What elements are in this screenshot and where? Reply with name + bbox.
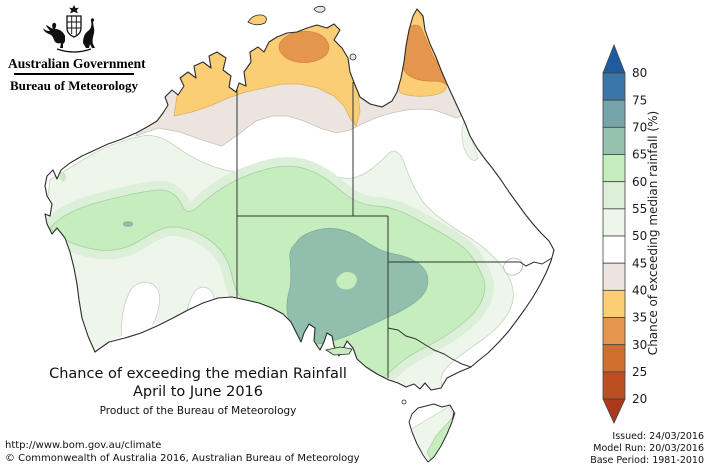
model-run-date: Model Run: 20/03/2016 [593, 443, 704, 454]
scale-label-65: 65 [632, 148, 647, 162]
border-nsw-vic [387, 327, 472, 368]
island-tiwi [247, 14, 267, 26]
island-top-centre [313, 5, 326, 13]
island-king [401, 399, 407, 405]
footer-copyright: © Commonwealth of Australia 2016, Austra… [5, 452, 360, 464]
footer-url: http://www.bom.gov.au/climate [5, 440, 162, 451]
scale-segment-70-75 [602, 99, 626, 128]
scale-segment-35-40 [602, 289, 626, 318]
scale-segment-55-60 [602, 181, 626, 210]
scale-segment-75-80 [602, 72, 626, 101]
contour-band-65-70-speck-wa [122, 221, 134, 227]
map-title-block: Chance of exceeding the median Rainfall … [20, 365, 376, 418]
scale-label-60: 60 [632, 175, 647, 189]
logo-divider [14, 73, 134, 75]
scale-segment-40-45 [602, 262, 626, 291]
scale-label-40: 40 [632, 284, 647, 298]
map-title-line2: April to June 2016 [132, 384, 263, 400]
bom-logo: Australian Government Bureau of Meteorol… [8, 2, 146, 93]
issue-info-block: Issued: 24/03/2016 Model Run: 20/03/2016… [590, 431, 704, 467]
contour-band-65-70-region [286, 228, 429, 345]
scale-label-20: 20 [632, 392, 647, 406]
coastline-tasmania [408, 403, 455, 463]
scale-segment-65-70 [602, 126, 626, 155]
border-qld-nsw [388, 257, 553, 267]
scale-label-75: 75 [632, 93, 647, 107]
contour-hole-60-65-in-teal [336, 272, 357, 290]
scale-segment-60-65 [602, 154, 626, 183]
map-title-line1: Chance of exceeding the median Rainfall [49, 366, 347, 382]
scale-segment-30-35 [602, 317, 626, 346]
scale-label-70: 70 [632, 121, 647, 135]
island-kangaroo [324, 346, 353, 356]
contour-band-60-65-coastal-speck [60, 172, 66, 182]
island-groote [349, 53, 357, 61]
scale-label-80: 80 [632, 66, 647, 80]
issued-date: Issued: 24/03/2016 [612, 431, 704, 442]
map-subtitle: Product of the Bureau of Meteorology [99, 405, 297, 417]
scale-label-50: 50 [632, 229, 647, 243]
scale-label-25: 25 [632, 365, 647, 379]
scale-segment-25-30 [602, 344, 626, 373]
scale-arrow-below-20 [602, 398, 626, 425]
coastline-mainland [44, 8, 555, 391]
coat-of-arms-icon [43, 5, 95, 53]
scale-label-35: 35 [632, 311, 647, 325]
base-period: Base Period: 1981-2010 [590, 455, 704, 466]
government-label: Australian Government [8, 56, 146, 71]
scale-segment-50-55 [602, 208, 626, 237]
scale-label-45: 45 [632, 256, 647, 270]
footer-block: http://www.bom.gov.au/climate © Commonwe… [5, 440, 360, 465]
scale-axis-title: Chance of exceeding median rainfall (%) [646, 111, 660, 355]
bureau-label: Bureau of Meteorology [9, 77, 139, 93]
scale-segment-45-50 [602, 235, 626, 264]
islands [247, 5, 456, 420]
contour-band-30-35-region-nt [278, 30, 330, 63]
scale-label-30: 30 [632, 338, 647, 352]
scale-arrow-above-80 [602, 43, 626, 74]
state-borders [236, 82, 553, 378]
contour-band-60-65-region [49, 165, 486, 379]
rainfall-probability-scale: 80 75 70 65 60 55 50 45 40 35 30 25 20 Chance of exce… [602, 43, 660, 425]
scale-segment-20-25 [602, 371, 626, 400]
scale-label-55: 55 [632, 202, 647, 216]
